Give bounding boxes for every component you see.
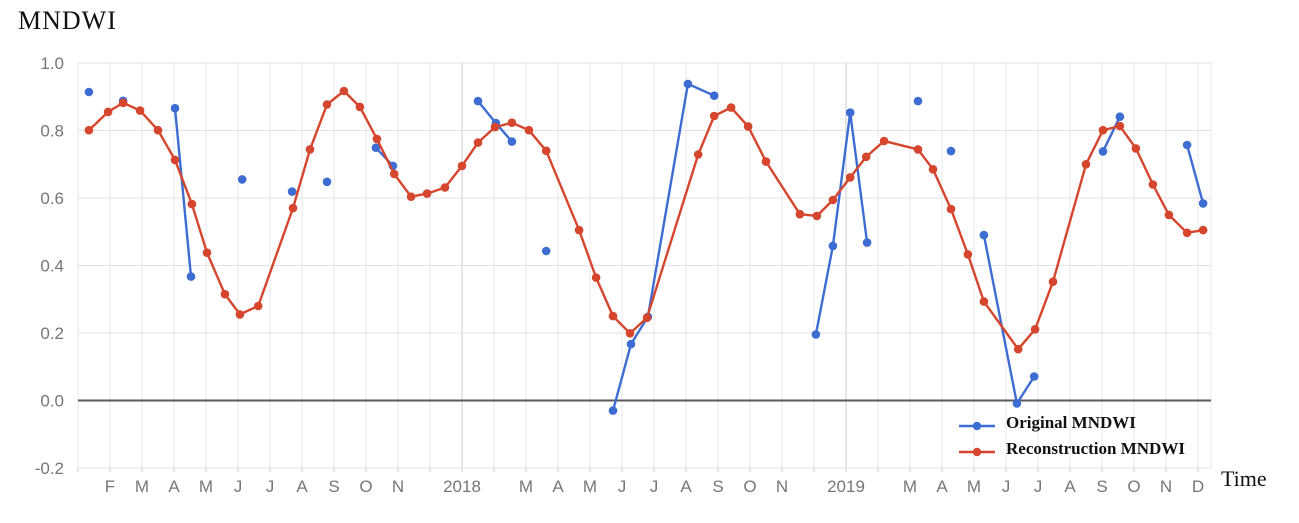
y-axis-tick-label: 0.4	[40, 257, 64, 276]
legend-item-original: Original MNDWI	[958, 412, 1185, 434]
y-axis-tick-label: 0.6	[40, 189, 64, 208]
legend-item-reconstruction: Reconstruction MNDWI	[958, 438, 1185, 460]
x-axis-tick-label: J	[650, 477, 659, 496]
x-axis-tick-label: A	[936, 477, 948, 496]
x-axis-tick-label: M	[199, 477, 213, 496]
legend-marker-reconstruction-icon	[958, 444, 996, 457]
x-axis-tick-label: S	[712, 477, 723, 496]
x-axis-tick-label: M	[583, 477, 597, 496]
legend-label-reconstruction: Reconstruction MNDWI	[1006, 439, 1185, 458]
x-axis-tick-label: D	[1192, 477, 1204, 496]
x-axis-tick-label: J	[1034, 477, 1043, 496]
x-axis-tick-label: F	[105, 477, 115, 496]
x-axis-tick-label: N	[776, 477, 788, 496]
x-axis-tick-label: S	[328, 477, 339, 496]
x-axis-tick-label: A	[680, 477, 692, 496]
x-axis-tick-label: A	[1064, 477, 1076, 496]
x-axis-tick-label: M	[135, 477, 149, 496]
legend: Original MNDWI Reconstruction MNDWI	[958, 412, 1185, 460]
reconstruction-mndwi-series	[84, 86, 1208, 354]
y-axis-tick-label: 0.2	[40, 324, 64, 343]
x-axis-tick-label: J	[234, 477, 243, 496]
x-axis-title: Time	[1221, 466, 1267, 491]
x-axis-tick-label: N	[392, 477, 404, 496]
x-axis-tick-label: O	[359, 477, 372, 496]
x-axis-tick-label: J	[618, 477, 627, 496]
x-axis-tick-label: M	[519, 477, 533, 496]
x-axis-tick-label: A	[168, 477, 180, 496]
gridlines: 1.00.80.60.40.20.0-0.2F M A M J J A S O N 2018 M A M J…	[35, 54, 1212, 496]
y-axis-tick-label: 0.0	[40, 392, 64, 411]
x-axis-tick-label: 2019	[827, 477, 865, 496]
legend-label-original: Original MNDWI	[1006, 413, 1136, 432]
x-axis-tick-label: M	[903, 477, 917, 496]
x-axis-tick-label: N	[1160, 477, 1172, 496]
x-axis-tick-label: J	[1002, 477, 1011, 496]
legend-marker-original-icon	[958, 418, 996, 431]
x-axis-tick-label: 2018	[443, 477, 481, 496]
x-axis-tick-label: M	[967, 477, 981, 496]
x-axis-tick-label: A	[552, 477, 564, 496]
x-axis-tick-label: J	[266, 477, 275, 496]
chart-title: MNDWI	[18, 6, 117, 35]
x-axis-tick-label: O	[743, 477, 756, 496]
x-axis-tick-label: A	[296, 477, 308, 496]
original-mndwi-series	[84, 79, 1208, 415]
x-axis-tick-label: S	[1096, 477, 1107, 496]
y-axis-tick-label: 0.8	[40, 122, 64, 141]
x-axis-tick-label: O	[1127, 477, 1140, 496]
y-axis-tick-label: 1.0	[40, 54, 64, 73]
y-axis-tick-label: -0.2	[35, 459, 64, 478]
